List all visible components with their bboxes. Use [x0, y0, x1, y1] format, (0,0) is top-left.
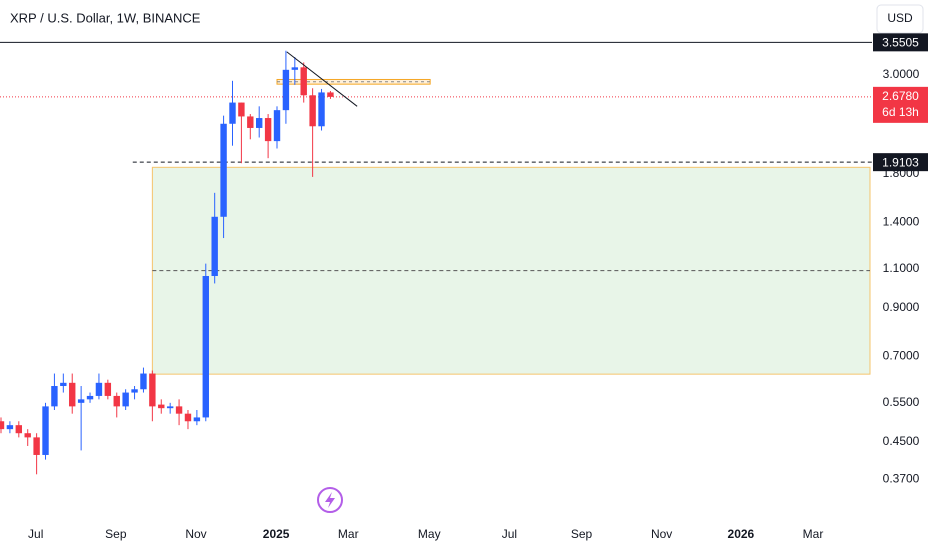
candle-body [158, 404, 165, 409]
x-tick-label: 2026 [728, 527, 755, 541]
candle-body [140, 373, 147, 390]
x-tick-label: Nov [651, 527, 672, 541]
candle-body [69, 382, 76, 407]
level-label-box [873, 33, 928, 52]
candle-body [202, 276, 209, 418]
candle-body [256, 118, 263, 128]
box [276, 78, 431, 85]
candle-body [193, 417, 201, 422]
candle-body [33, 437, 40, 455]
x-tick-label: Sep [571, 527, 593, 541]
candle-body [42, 406, 49, 455]
candle-body [300, 67, 307, 96]
candle-body [318, 92, 325, 127]
level-label: 1.9103 [882, 155, 919, 169]
currency-label[interactable]: USD [887, 11, 913, 25]
candle-body [95, 382, 103, 396]
candle-body [166, 406, 174, 409]
y-tick-label: 0.3700 [883, 472, 920, 486]
last-price-label: 2.6780 [882, 89, 919, 103]
x-tick-label: Sep [105, 527, 127, 541]
candle-body [51, 386, 58, 407]
candle-body [327, 92, 334, 97]
y-tick-label: 1.4000 [883, 214, 920, 228]
candle-body [149, 373, 156, 407]
candle-body [309, 95, 316, 127]
candle-body [229, 102, 236, 124]
candle-body [273, 110, 281, 142]
candle-body [131, 389, 138, 393]
candle-body [24, 433, 31, 438]
candle-body [282, 69, 290, 111]
candle-body [86, 395, 94, 400]
chart-title: XRP / U.S. Dollar, 1W, BINANCE [10, 10, 201, 25]
x-tick-label: Jul [502, 527, 517, 541]
x-tick-label: Mar [338, 527, 359, 541]
trend-line [286, 51, 358, 107]
level-label-box [873, 153, 928, 172]
x-tick-label: May [418, 527, 441, 541]
candle-body [220, 123, 227, 217]
y-tick-label: 0.7000 [883, 348, 920, 362]
candle-body [0, 421, 5, 430]
y-tick-label: 0.5500 [883, 395, 920, 409]
last-price-box [873, 86, 928, 123]
candle-body [264, 118, 272, 142]
logo-icon [317, 487, 343, 513]
x-tick-label: Jul [28, 527, 43, 541]
candle-body [211, 216, 218, 277]
candle-body [291, 67, 299, 70]
y-tick-label: 0.9000 [883, 300, 920, 314]
candle-body [184, 413, 192, 422]
candle-body [6, 425, 14, 430]
y-tick-label: 0.4500 [883, 434, 920, 448]
x-tick-label: Nov [185, 527, 206, 541]
candle-body [77, 399, 85, 403]
candle-body [122, 392, 129, 407]
candle-body [60, 382, 67, 387]
candle-body [175, 406, 183, 414]
x-tick-label: 2025 [263, 527, 290, 541]
x-tick-label: Mar [803, 527, 824, 541]
y-tick-label: 3.0000 [883, 67, 920, 81]
candle-body [113, 395, 120, 407]
currency-button[interactable] [876, 4, 924, 34]
level-label: 3.5505 [882, 36, 919, 50]
candle-body [238, 102, 245, 117]
candle-body [15, 425, 23, 434]
y-tick-label: 1.1000 [883, 261, 920, 275]
candle-body [104, 382, 112, 396]
candle-body [247, 116, 254, 128]
countdown-label: 6d 13h [882, 105, 919, 119]
